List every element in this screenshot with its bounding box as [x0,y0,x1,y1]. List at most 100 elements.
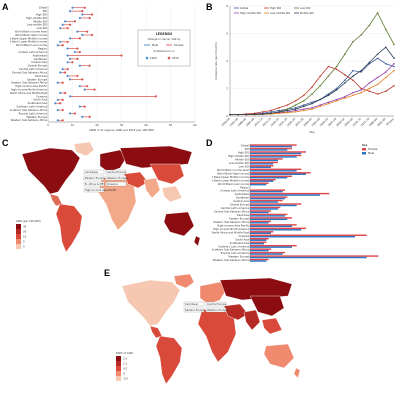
bar-male [250,201,278,203]
series-point [311,106,313,109]
series-point [344,97,346,99]
series-point [360,69,362,72]
bar-female [250,161,278,164]
x-tick-label: 1995-99 [228,117,239,128]
legend-title: ASIR (per 100,000) [16,219,41,223]
category-label: World Bank Lower Middle Income [212,178,249,182]
category-label: Australasia [33,53,48,57]
australia-region [163,211,195,237]
y-tick-label: 6 [226,31,228,35]
series-point [376,53,379,55]
bar-male [250,163,274,165]
category-label: High-middle SDI [26,16,47,20]
category-label: Western Sub-Saharan Africa [11,118,48,122]
category-label: East Asia [237,213,249,217]
series-point [352,91,354,94]
callout-box [105,181,127,187]
east-asia-region [249,295,285,317]
series-point [286,111,289,114]
panel-label-b: B [206,2,213,12]
x-tick-label: 50 [169,123,173,127]
bar-male [250,170,297,172]
series-point [335,98,338,101]
bar-male [250,246,292,248]
category-label: Low-middle SDI [229,161,249,165]
x-tick-label: 40 [144,123,148,127]
legend-box [137,29,191,67]
legend-year: 2019 [172,56,179,60]
bar-female [250,244,297,247]
southeast-asia-region [261,317,283,335]
legend-item: Global [240,6,249,10]
series-point [352,75,354,77]
callout-label: Western Europe [207,308,228,312]
x-tick-label: 2070-74 [351,117,362,128]
greenland-region [73,141,95,157]
bar-male [250,149,288,151]
point-2019 [66,40,69,43]
point-2019 [71,61,74,64]
point-1990 [76,30,79,33]
legend-level: 20 [23,230,27,234]
legend-swatch [16,229,21,234]
europe-region [99,149,127,173]
series-point [376,76,379,79]
point-1990 [81,115,84,118]
point-1990 [61,23,64,26]
series-point [319,84,321,87]
series-point [319,105,321,108]
category-label: Caribbean [236,196,250,200]
x-tick-label: 2000-04 [237,117,248,128]
category-label: High SDI [36,12,47,16]
bar-male [250,239,267,241]
callout-label: Western Europe [107,176,128,180]
series-point [311,108,313,110]
series-point [360,87,362,90]
bar-female [250,217,292,219]
point-2019 [83,6,86,9]
series-point [368,82,371,84]
category-label: Andean Latin America [220,189,249,193]
callout-label: Oceania [107,182,118,186]
point-1990 [66,47,69,50]
point-2019 [86,85,89,88]
bar-female [250,241,267,243]
bar-female [250,158,283,160]
category-label: Global [241,144,250,148]
x-tick-label: 2065-69 [343,117,354,128]
legend-level: -0.5 [123,377,128,381]
callout-label: Central Europe [207,302,227,306]
x-tick-label: 20 [95,123,99,127]
bar-female [250,220,271,223]
category-label: Low SDI [239,164,250,168]
x-tick-label: 2030-34 [286,117,297,128]
point-2019 [73,20,77,23]
bar-female [250,151,306,153]
point-2019 [76,74,79,78]
point-2019 [88,64,91,67]
point-1990 [68,37,72,40]
series-point [270,111,272,113]
category-label: Tropical Latin America [220,251,249,255]
point-2019 [76,47,79,50]
series-point [393,57,395,60]
point-2019 [78,37,81,40]
series-point [286,109,289,112]
category-label: Low-middle SDI [27,23,47,27]
series-point [319,75,321,77]
category-label: Southern Sub-Saharan Africa [10,108,47,112]
bar-female [250,165,274,167]
legend-subtitle-2: Contains born in [153,49,175,53]
category-label: North Africa and Middle East [212,230,249,234]
bar-male [250,173,306,175]
x-tick-label: 2050-54 [319,117,330,128]
point-1990 [68,78,72,81]
bar-female [250,189,285,191]
series-point [352,94,354,97]
point-2019 [120,54,123,57]
point-2019 [88,16,91,20]
category-label: World Bank High Income [15,33,47,37]
panel-c-world-map: Caribbean Central Europe Eastern Europe Wes… [10,140,202,266]
category-label: Southeast Asia [230,241,250,245]
legend-year-marker [145,56,149,60]
